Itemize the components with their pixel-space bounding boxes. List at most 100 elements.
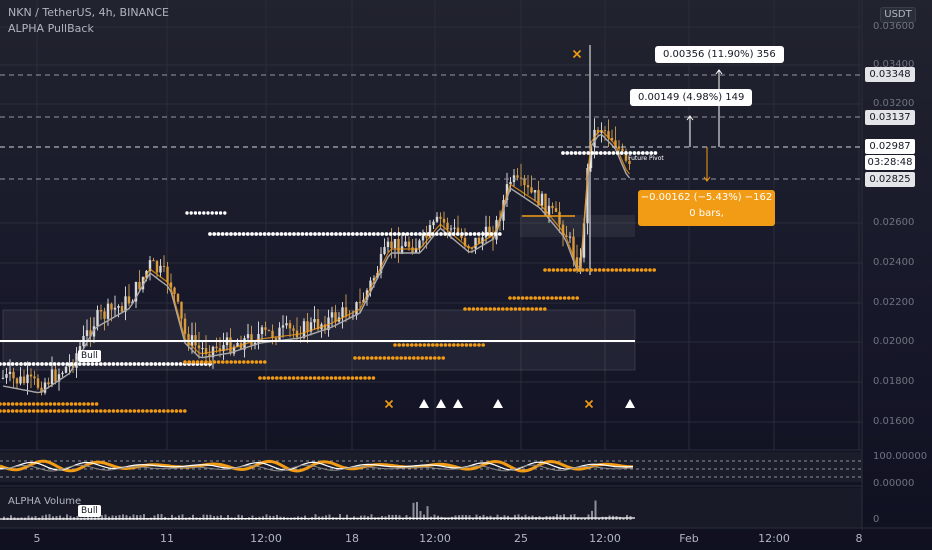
level-dot xyxy=(546,296,550,300)
level-dot xyxy=(44,402,48,406)
level-dot xyxy=(391,356,395,360)
level-dot xyxy=(229,232,233,236)
level-dot xyxy=(233,360,238,364)
volume-bar xyxy=(143,514,145,520)
level-dot xyxy=(484,307,488,311)
price-range-callout-upper[interactable]: 0.00356 (11.90%) 356 xyxy=(655,46,784,63)
indicator-title[interactable]: ALPHA PullBack xyxy=(8,22,94,35)
level-dot xyxy=(371,232,376,236)
level-dot xyxy=(581,268,585,272)
level-dot xyxy=(359,232,364,236)
candle-body xyxy=(50,369,54,385)
level-dot xyxy=(472,232,477,236)
level-dot xyxy=(254,360,259,364)
candle-body xyxy=(162,265,166,267)
currency-button[interactable]: USDT xyxy=(880,7,916,23)
candle-body xyxy=(537,190,540,206)
level-dot xyxy=(283,232,288,236)
candle-body xyxy=(187,333,190,346)
candle-body xyxy=(330,312,334,318)
level-dot xyxy=(287,232,292,236)
volume-bar xyxy=(304,515,306,520)
volume-bar xyxy=(570,514,572,520)
candle-body xyxy=(610,138,614,141)
level-dot xyxy=(48,409,53,413)
candle-body xyxy=(57,374,61,382)
price-tick: 0.03400 xyxy=(873,59,915,70)
level-dot xyxy=(245,232,250,236)
level-dot xyxy=(618,268,623,272)
level-dot xyxy=(57,402,61,406)
candle-body xyxy=(421,233,425,241)
candle-body xyxy=(334,312,337,322)
level-dot xyxy=(266,376,271,380)
level-dot xyxy=(508,296,512,300)
candle-body xyxy=(166,266,169,283)
symbol-title[interactable]: NKN / TetherUS, 4h, BINANCE xyxy=(8,6,169,19)
level-dot xyxy=(653,151,658,155)
level-dot xyxy=(480,307,484,311)
candle-body xyxy=(558,211,561,225)
candle-body xyxy=(418,240,421,249)
level-dot xyxy=(631,268,635,272)
level-dot xyxy=(353,356,357,360)
level-dot xyxy=(82,362,86,366)
volume-tick: 0 xyxy=(873,514,880,525)
level-dot xyxy=(359,376,363,380)
level-dot xyxy=(61,362,65,366)
level-dot xyxy=(166,409,170,413)
volume-bars xyxy=(0,500,636,520)
candle-body xyxy=(547,205,551,216)
measure-callout[interactable]: −0.00162 (−5.43%) −162 0 bars, xyxy=(638,190,775,226)
volume-bar xyxy=(181,514,184,520)
level-dot xyxy=(382,356,387,360)
candle-body xyxy=(449,228,453,230)
candle-body xyxy=(292,328,295,331)
level-dot xyxy=(485,232,490,236)
level-dot xyxy=(317,376,321,380)
buy-signal-triangle xyxy=(419,399,429,408)
level-dot xyxy=(69,362,74,366)
candle-body xyxy=(404,241,407,247)
level-dot xyxy=(645,151,649,155)
level-dot xyxy=(23,409,28,413)
level-dot xyxy=(212,360,217,364)
candle-body xyxy=(453,227,456,229)
level-dot xyxy=(392,232,397,236)
level-dot xyxy=(361,356,366,360)
candle-body xyxy=(456,227,460,235)
level-dot xyxy=(333,376,338,380)
level-dot xyxy=(455,232,460,236)
level-dot xyxy=(86,362,91,366)
volume-title[interactable]: ALPHA Volume xyxy=(8,496,82,507)
level-dot xyxy=(197,211,202,215)
candle-body xyxy=(603,130,607,132)
volume-bar xyxy=(178,515,180,520)
level-dot xyxy=(65,402,69,406)
level-dot xyxy=(493,232,498,236)
price-range-callout-lower[interactable]: 0.00149 (4.98%) 149 xyxy=(630,89,753,106)
candle-body xyxy=(169,282,173,288)
candle-body xyxy=(484,226,488,238)
candle-body xyxy=(36,378,40,388)
level-dot xyxy=(107,362,112,366)
level-dot xyxy=(216,232,221,236)
level-dot xyxy=(435,343,439,347)
level-dot xyxy=(107,409,111,413)
level-dot xyxy=(627,268,631,272)
buy-signal-triangle xyxy=(453,399,463,408)
level-dot xyxy=(23,402,28,406)
candle-body xyxy=(572,236,575,258)
volume-bar xyxy=(598,517,600,520)
candle-body xyxy=(411,247,414,254)
volume-bar xyxy=(363,515,366,520)
level-dot xyxy=(505,307,509,311)
candle-body xyxy=(176,293,180,302)
volume-bar xyxy=(276,514,278,520)
level-dot xyxy=(2,409,6,413)
level-dot xyxy=(185,211,189,215)
level-dot xyxy=(460,232,464,236)
candle-body xyxy=(257,334,260,343)
level-dot xyxy=(317,232,322,236)
